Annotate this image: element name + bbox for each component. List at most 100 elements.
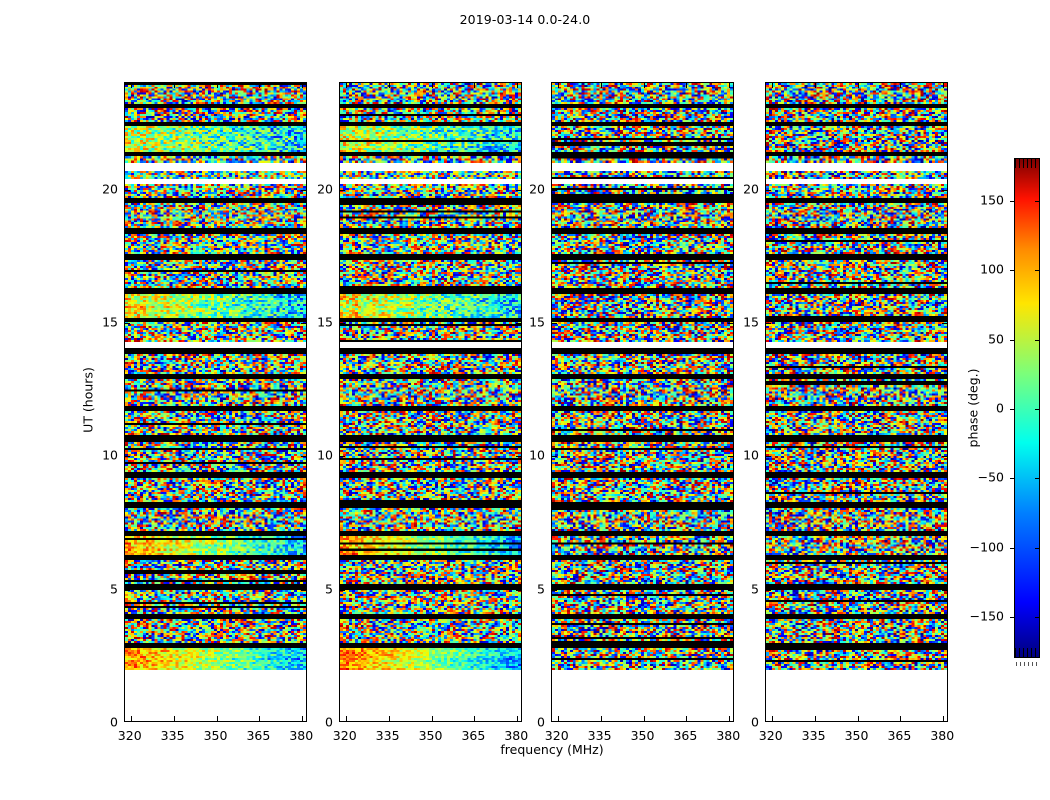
x-tick-label: 380 — [504, 728, 529, 743]
flagged-band — [340, 643, 521, 649]
y-tick-label: 15 — [529, 314, 545, 330]
noise-phase-band — [125, 441, 306, 473]
flagged-band — [552, 643, 733, 649]
x-tick-350 — [857, 83, 859, 88]
colorbar-tick-label: −100 — [969, 539, 1004, 555]
noise-phase-band — [125, 379, 306, 406]
noise-phase-band — [552, 477, 733, 502]
x-tick-label: 335 — [801, 728, 826, 743]
flagged-band — [766, 613, 947, 619]
noise-phase-band — [552, 260, 733, 289]
coherent-phase-band — [340, 648, 521, 670]
flagged-band — [340, 613, 521, 619]
noise-phase-band — [766, 477, 947, 502]
plot-area — [552, 83, 733, 721]
y-tick-20 — [301, 189, 306, 191]
noise-phase-band — [340, 321, 521, 342]
colorbar[interactable] — [1010, 158, 1040, 658]
x-tick-320 — [557, 83, 559, 88]
noise-phase-band — [766, 203, 947, 229]
flagged-band — [766, 584, 947, 590]
waterfall-panel-yy[interactable]: YY, V4*V17=EA05*EA02 — [339, 82, 522, 722]
flagged-band — [766, 531, 947, 537]
x-tick-365 — [474, 83, 476, 88]
colorbar-tick-50 — [1010, 339, 1015, 341]
noise-phase-band — [552, 508, 733, 531]
flagged-band — [125, 348, 306, 354]
x-tick-320 — [771, 83, 773, 88]
y-tick-10 — [942, 456, 947, 458]
noise-phase-band — [766, 353, 947, 374]
flagged-band — [125, 435, 306, 442]
flagged-band — [125, 228, 306, 234]
colorbar-tick-label: 50 — [988, 331, 1004, 347]
noise-phase-band — [766, 411, 947, 435]
flagged-band — [766, 197, 947, 203]
flagged-band — [766, 472, 947, 478]
y-tick-10 — [340, 456, 345, 458]
flagged-band — [340, 555, 521, 561]
colorbar-tick--150 — [1010, 617, 1015, 619]
flagged-band — [552, 405, 733, 411]
flagged-band — [552, 501, 733, 509]
x-tick-380 — [943, 716, 945, 721]
flagged-band — [766, 643, 947, 649]
y-tick-10 — [552, 456, 557, 458]
coherent-phase-band — [125, 536, 306, 555]
noise-phase-band — [125, 589, 306, 614]
flagged-band — [766, 228, 947, 234]
waterfall-panel-yx[interactable]: YX, V4*V17=EA05*EA02 — [765, 82, 948, 722]
noise-phase-band — [125, 260, 306, 289]
flagged-band — [552, 555, 733, 561]
y-tick-15 — [301, 323, 306, 324]
noise-phase-band — [340, 353, 521, 374]
y-tick-20 — [728, 189, 733, 191]
y-tick-10 — [301, 456, 306, 458]
flagged-band — [125, 317, 306, 322]
y-tick-5 — [552, 589, 557, 591]
y-tick-5 — [942, 589, 947, 591]
x-tick-320 — [130, 716, 132, 721]
flagged-band — [125, 253, 306, 261]
y-tick-label: 0 — [325, 714, 333, 730]
waterfall-panel-xx[interactable]: XX, V4*V17=EA05*EA02 — [124, 82, 307, 722]
flagged-band — [340, 317, 521, 322]
y-tick-15 — [340, 323, 345, 324]
noise-phase-band — [552, 560, 733, 585]
noise-phase-band — [340, 233, 521, 254]
flagged-band — [125, 584, 306, 590]
y-tick-label: 20 — [743, 181, 759, 197]
flagged-band — [552, 531, 733, 537]
flagged-band — [340, 501, 521, 509]
noise-phase-band — [552, 203, 733, 229]
y-tick-5 — [728, 589, 733, 591]
x-tick-335 — [173, 83, 175, 88]
data-gap-band — [125, 341, 306, 349]
colorbar-over-cap — [1015, 159, 1039, 168]
noise-phase-band — [125, 353, 306, 374]
x-tick-350 — [431, 83, 433, 88]
x-tick-350 — [857, 716, 859, 721]
noise-phase-band — [125, 184, 306, 198]
colorbar-tick--50 — [1010, 478, 1015, 480]
noise-phase-band — [340, 477, 521, 502]
y-tick-15 — [552, 323, 557, 324]
noise-phase-band — [766, 83, 947, 105]
colorbar-tick-label: 0 — [996, 400, 1004, 416]
y-tick-label: 10 — [102, 447, 118, 463]
data-gap-band — [552, 669, 733, 721]
y-tick-5 — [766, 589, 771, 591]
flagged-band — [766, 373, 947, 379]
flagged-band — [125, 555, 306, 561]
colorbar-tick-inner — [1035, 409, 1039, 410]
x-tick-350 — [643, 716, 645, 721]
y-tick-5 — [516, 589, 521, 591]
flagged-band — [766, 435, 947, 442]
waterfall-panel-xy[interactable]: XY, V4*V17=EA05*EA02 — [551, 82, 734, 722]
colorbar-under-marker — [1016, 662, 1038, 666]
x-tick-365 — [259, 716, 261, 721]
x-tick-335 — [388, 83, 390, 88]
noise-phase-band — [340, 184, 521, 198]
x-tick-label: 365 — [887, 728, 912, 743]
flagged-band — [125, 197, 306, 203]
